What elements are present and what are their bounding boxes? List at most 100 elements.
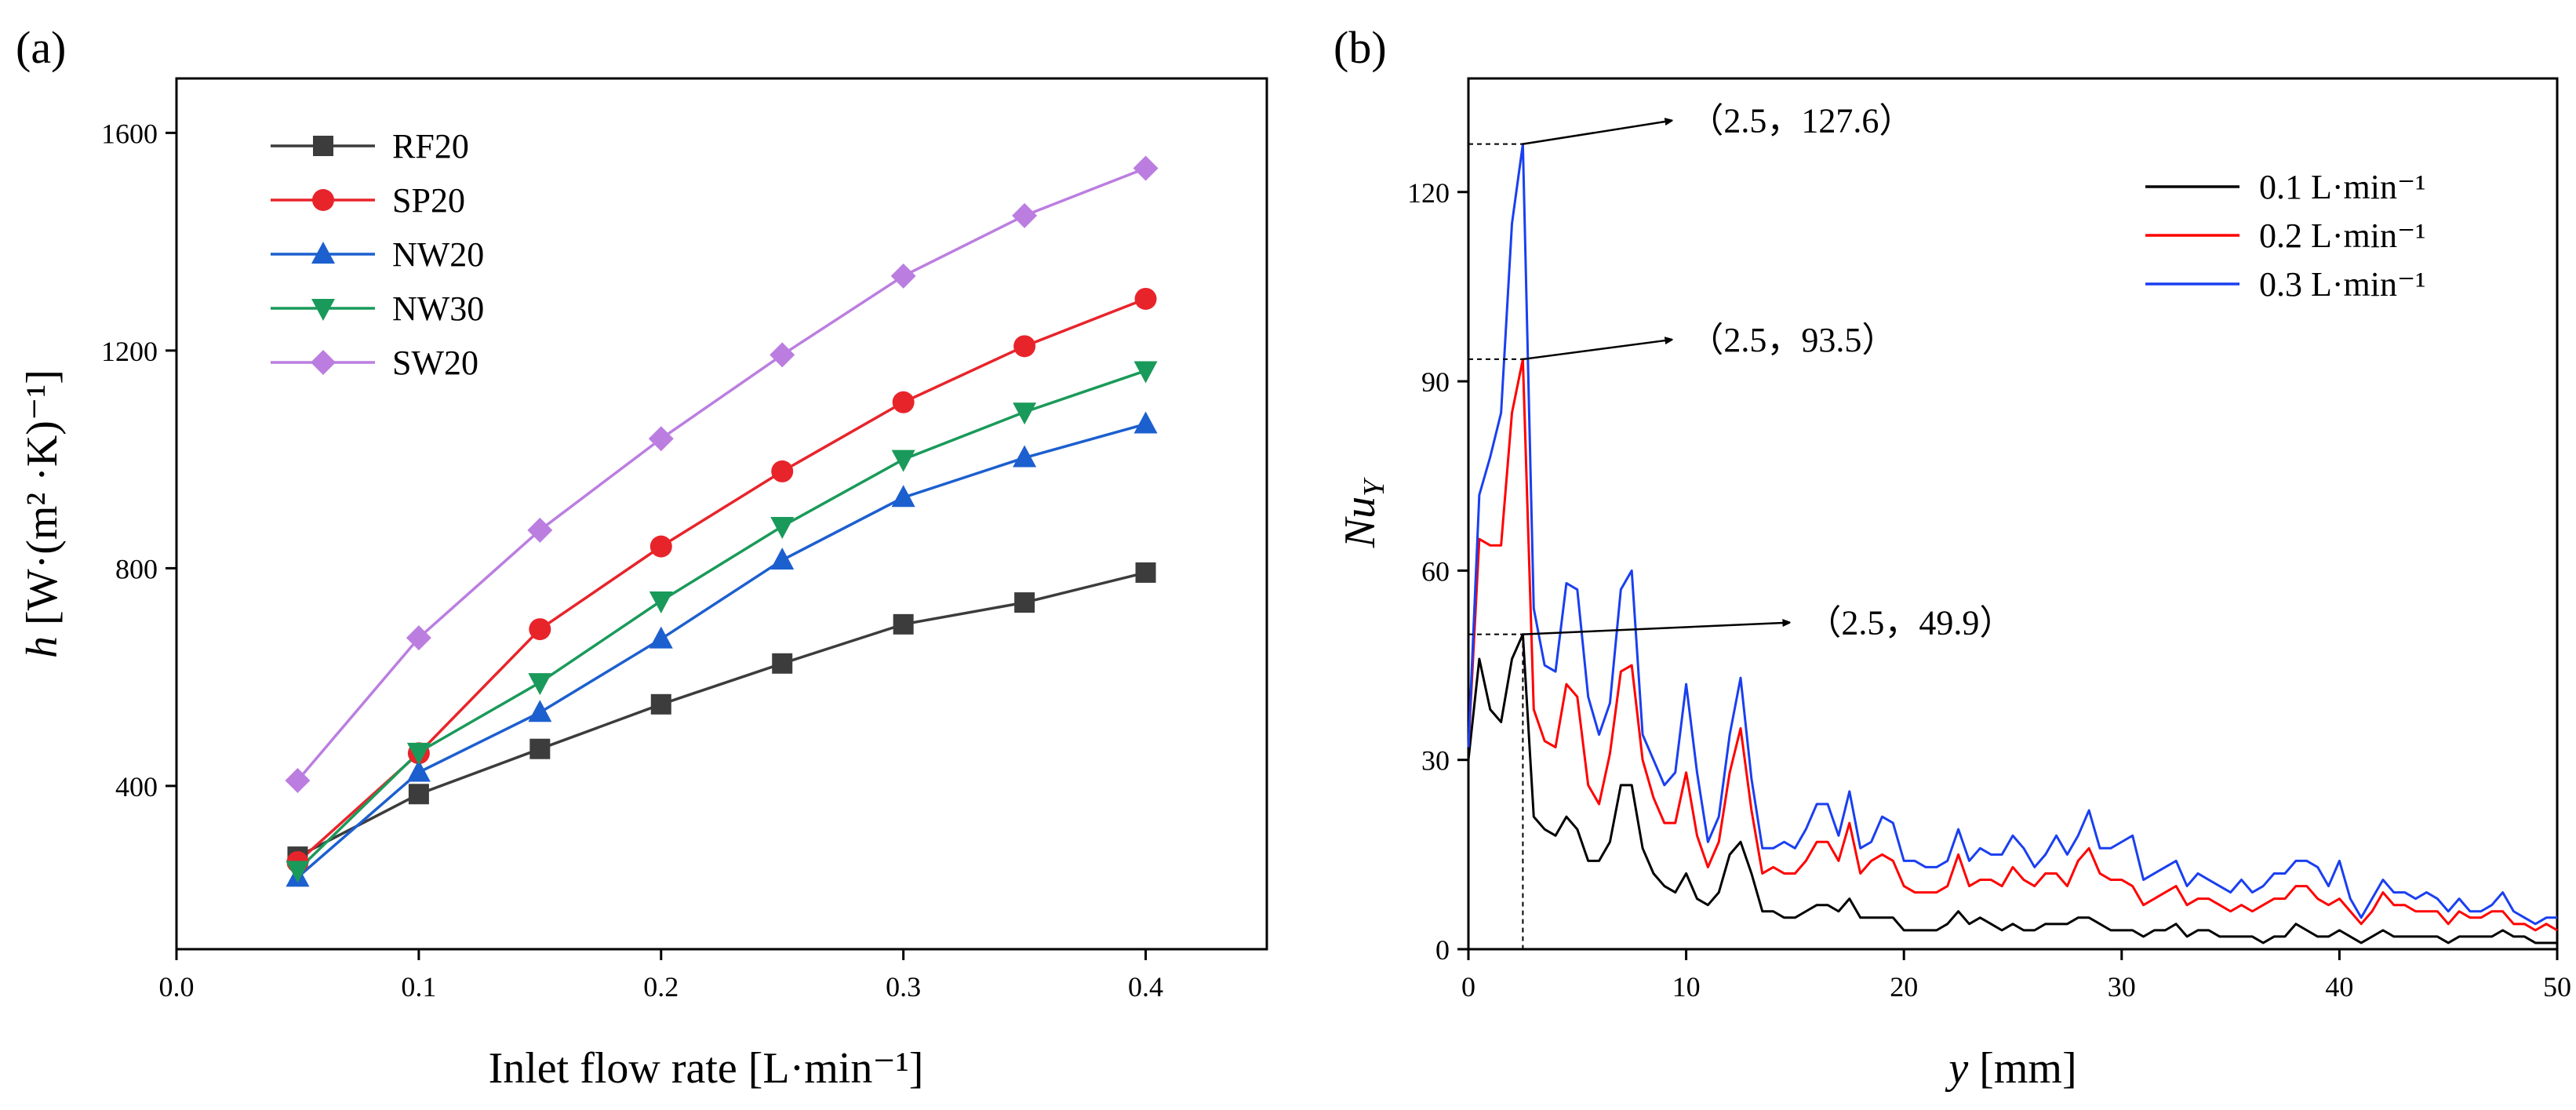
legend-a: RF20 SP20 NW20 NW30 SW20 xyxy=(271,127,484,382)
legend-marker-nw20 xyxy=(311,242,335,264)
data-point-sp20 xyxy=(649,535,672,558)
data-point-nw30 xyxy=(286,861,310,883)
panel-label-b: (b) xyxy=(1333,22,1387,73)
legend-label-nw20: NW20 xyxy=(392,235,484,274)
data-point-sp20 xyxy=(1013,335,1036,358)
data-point-nw30 xyxy=(770,516,795,539)
data-point-nw20 xyxy=(406,759,431,782)
x-axis-a: 0.0 0.1 0.2 0.3 0.4 xyxy=(159,949,1163,1003)
legend-marker-sp20 xyxy=(312,189,334,211)
series-line-sp20 xyxy=(297,297,1147,864)
data-point-nw20 xyxy=(528,700,552,722)
plot-frame-b xyxy=(1467,77,2559,951)
x-axis-b: 0 10 20 30 40 50 xyxy=(1461,949,2571,1003)
data-point-nw20 xyxy=(891,485,915,508)
series-line-nw30 xyxy=(297,369,1147,872)
y-tick-label: 90 xyxy=(1421,366,1450,398)
data-point-sp20 xyxy=(529,618,551,641)
data-point-nw30 xyxy=(528,673,552,696)
chart-a: (a) 0.0 0.1 0.2 0.3 0.4 400 800 1200 1600 RF20 S… xyxy=(16,22,1268,1093)
legend-label-0-2-l-min: 0.2 L·min⁻¹ xyxy=(2259,217,2425,255)
data-point-sw20 xyxy=(1012,202,1038,228)
series-line-sw20 xyxy=(297,166,1147,782)
x-tick-label: 40 xyxy=(2325,971,2353,1003)
plot-frame-a xyxy=(175,77,1268,951)
data-point-rf20 xyxy=(1014,592,1035,613)
data-point-nw20 xyxy=(1133,411,1158,434)
data-point-sw20 xyxy=(406,625,431,651)
data-point-sw20 xyxy=(1133,155,1159,181)
x-tick-label: 30 xyxy=(2108,971,2136,1003)
y-tick-label: 400 xyxy=(115,771,158,802)
y-tick-label: 120 xyxy=(1407,177,1450,209)
series-line-0-3-l-min xyxy=(1467,143,2557,926)
data-point-sw20 xyxy=(648,426,674,452)
data-point-nw20 xyxy=(649,626,673,649)
data-point-nw20 xyxy=(1013,445,1037,468)
annotation-arrow xyxy=(1523,340,1672,361)
legend-label-0-1-l-min: 0.1 L·min⁻¹ xyxy=(2259,168,2425,206)
data-point-sw20 xyxy=(285,767,311,793)
y-tick-label: 800 xyxy=(115,553,158,584)
y-axis-label-b: NuY xyxy=(1336,477,1391,548)
legend-b: 0.1 L·min⁻¹ 0.2 L·min⁻¹ 0.3 L·min⁻¹ xyxy=(2145,168,2425,304)
y-tick-label: 60 xyxy=(1421,555,1450,587)
legend-label-0-3-l-min: 0.3 L·min⁻¹ xyxy=(2259,265,2425,304)
y-tick-label: 0 xyxy=(1435,934,1450,966)
annotation-arrow xyxy=(1523,121,1672,145)
y-axis-b: 0 30 60 90 120 xyxy=(1407,177,1468,966)
x-tick-label: 0.0 xyxy=(159,971,195,1003)
y-tick-label: 1600 xyxy=(101,118,158,149)
data-point-rf20 xyxy=(529,738,551,759)
series-line-0-1-l-min xyxy=(1467,633,2557,944)
data-point-nw30 xyxy=(1013,402,1037,425)
data-point-rf20 xyxy=(893,613,914,635)
data-point-rf20 xyxy=(408,784,429,805)
legend-label-sw20: SW20 xyxy=(392,344,478,382)
x-tick-label: 10 xyxy=(1672,971,1701,1003)
legend-marker-rf20 xyxy=(313,136,333,156)
data-point-rf20 xyxy=(1135,562,1156,583)
data-point-sp20 xyxy=(771,460,794,482)
data-point-sw20 xyxy=(770,342,795,368)
legend-label-sp20: SP20 xyxy=(392,181,465,220)
data-point-sw20 xyxy=(527,517,553,543)
y-axis-label-a: h [W·(m² ·K)⁻¹] xyxy=(18,369,67,658)
x-tick-label: 0.3 xyxy=(886,971,921,1003)
data-point-rf20 xyxy=(650,693,671,715)
panel-label-a: (a) xyxy=(16,22,66,73)
annotation-label: （2.5，49.9） xyxy=(1806,604,2014,642)
data-point-rf20 xyxy=(772,653,793,674)
x-tick-label: 0 xyxy=(1461,971,1475,1003)
y-tick-label: 30 xyxy=(1421,745,1450,777)
x-axis-label-b: y [mm] xyxy=(1945,1044,2076,1093)
data-point-nw30 xyxy=(891,449,915,472)
data-point-nw30 xyxy=(1133,361,1158,384)
y-axis-a: 400 800 1200 1600 xyxy=(101,118,176,802)
x-tick-label: 20 xyxy=(1890,971,1918,1003)
annotation-arrow xyxy=(1523,623,1789,635)
x-tick-label: 0.2 xyxy=(643,971,679,1003)
data-point-nw20 xyxy=(770,547,795,570)
legend-marker-nw30 xyxy=(311,299,335,321)
annotation-label: （2.5，127.6） xyxy=(1689,102,1913,140)
legend-label-nw30: NW30 xyxy=(392,289,484,328)
legend-label-rf20: RF20 xyxy=(392,127,469,166)
data-point-sp20 xyxy=(1134,287,1157,310)
legend-marker-sw20 xyxy=(311,350,336,375)
series-markers-a xyxy=(285,155,1159,887)
series-line-0-2-l-min xyxy=(1467,358,2558,932)
series-lines-a xyxy=(297,166,1147,879)
series-lines-b xyxy=(1467,143,2558,944)
annotation-label: （2.5，93.5） xyxy=(1689,321,1896,359)
data-point-nw30 xyxy=(406,742,431,765)
x-tick-label: 0.4 xyxy=(1128,971,1163,1003)
data-point-nw30 xyxy=(649,591,673,613)
x-axis-label-a: Inlet flow rate [L·min⁻¹] xyxy=(489,1044,924,1093)
data-point-sp20 xyxy=(892,391,915,413)
annotations-b: （2.5，127.6） （2.5，93.5） （2.5，49.9） xyxy=(1468,102,2014,949)
x-tick-label: 0.1 xyxy=(401,971,436,1003)
data-point-sw20 xyxy=(890,263,916,289)
